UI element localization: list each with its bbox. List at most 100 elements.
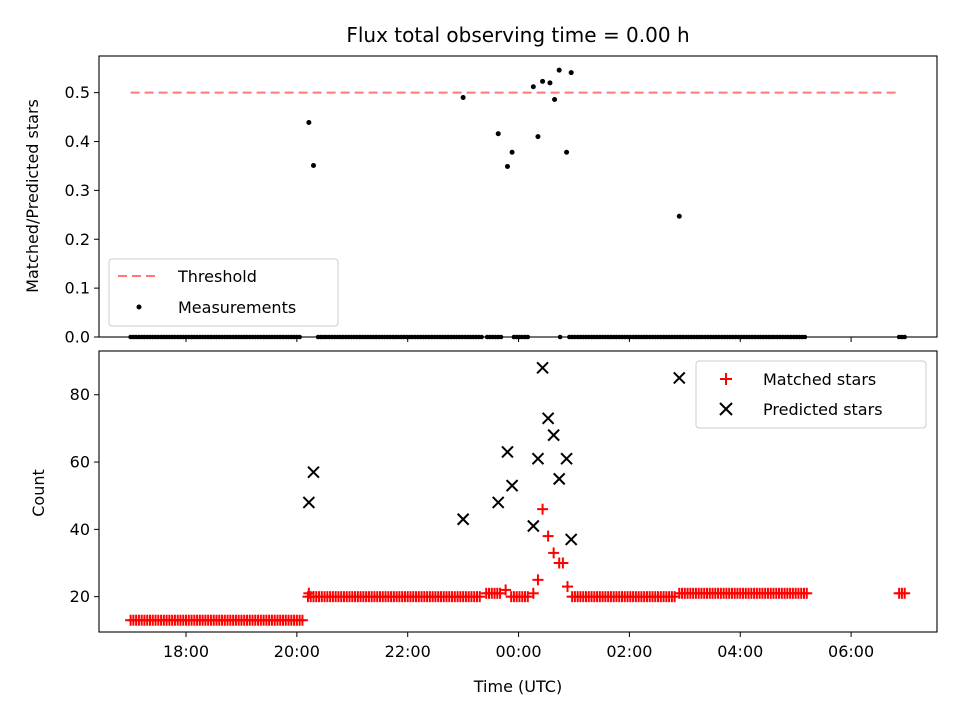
measurement-point (552, 96, 558, 102)
predicted-stroke-b (492, 496, 505, 509)
predicted-stroke-b (541, 412, 555, 425)
predicted-stroke-b (552, 472, 566, 486)
legend-threshold-label: Threshold (177, 267, 257, 286)
measurement-point (530, 84, 536, 90)
top-y-tick-label: 0.0 (65, 328, 90, 347)
bottom-plot: 20 40 60 80 18:00 20:00 22:00 00:00 02:00 04:00 06… (70, 350, 938, 661)
measurement-point (568, 70, 574, 76)
matched-point (548, 547, 560, 559)
measurement-point (498, 334, 504, 340)
predicted-stroke-b (564, 533, 578, 546)
measurement-point (504, 163, 510, 169)
x-tick-label: 02:00 (606, 642, 652, 661)
matched-point (307, 591, 319, 603)
predicted-stroke-b (505, 479, 519, 492)
measurement-point (306, 119, 312, 125)
measurement-point (540, 78, 546, 84)
top-legend-box (108, 258, 339, 327)
measurement-point (479, 334, 484, 340)
legend-predicted-label: Predicted stars (763, 400, 883, 419)
x-tick-label: 06:00 (828, 642, 874, 661)
top-y-axis-label: Matched/Predicted stars (23, 99, 42, 293)
predicted-stroke-b (673, 371, 686, 385)
predicted-stroke-b (307, 465, 320, 479)
matched-point (562, 581, 574, 593)
predicted-stroke-b (531, 452, 545, 465)
predicted-point (505, 479, 519, 492)
predicted-point (536, 361, 549, 375)
predicted-stroke-b (560, 452, 573, 465)
predicted-stroke-b (527, 519, 540, 533)
predicted-stroke-b (456, 513, 470, 526)
legend-measurements-swatch (136, 304, 142, 310)
top-y-tick-label: 0.3 (65, 181, 90, 200)
matched-point (542, 530, 554, 542)
predicted-point (501, 445, 514, 459)
bottom-y-tick-label: 80 (70, 385, 90, 404)
matched-point (494, 587, 506, 599)
measurement-point (556, 67, 562, 73)
matched-point (801, 587, 813, 599)
matched-point (296, 614, 308, 626)
top-legend: Threshold Measurements (108, 258, 339, 327)
predicted-point (541, 412, 555, 425)
measurement-point (564, 149, 570, 155)
x-tick-label: 18:00 (163, 642, 209, 661)
predicted-point (492, 496, 505, 509)
bottom-y-tick-label: 20 (70, 587, 90, 606)
measurement-point (547, 80, 553, 86)
measurement-point (297, 334, 302, 340)
legend-predicted-swatch (719, 402, 733, 416)
predicted-stroke-b (547, 428, 560, 442)
x-tick-label: 04:00 (717, 642, 763, 661)
matched-point (522, 591, 534, 603)
measurement-point (557, 334, 563, 340)
measurement-point (902, 334, 907, 340)
matched-point (532, 574, 544, 586)
bottom-legend: Matched stars Predicted stars (695, 360, 927, 429)
measurement-point (802, 334, 808, 340)
predicted-point (527, 519, 540, 533)
measurement-point (535, 134, 541, 140)
matched-point (527, 587, 539, 599)
predicted-point (302, 496, 316, 509)
bottom-y-tick-label: 40 (70, 520, 90, 539)
bottom-y-axis-label: Count (29, 469, 48, 517)
x-tick-label: 20:00 (274, 642, 320, 661)
measurement-point (495, 131, 501, 137)
bottom-axes-frame (98, 350, 938, 633)
top-y-tick-label: 0.2 (65, 230, 90, 249)
legend-matched-label: Matched stars (763, 370, 876, 389)
predicted-point (560, 452, 573, 465)
predicted-point (307, 465, 320, 479)
predicted-point (673, 371, 686, 385)
chart-title: Flux total observing time = 0.00 h (346, 23, 689, 47)
predicted-stroke-b (536, 361, 549, 375)
predicted-point (564, 533, 578, 546)
matched-point (537, 503, 549, 515)
legend-matched-swatch (720, 373, 732, 385)
bottom-y-tick-label: 60 (70, 453, 90, 472)
bottom-legend-box (695, 360, 927, 429)
predicted-point (547, 428, 560, 442)
x-tick-label: 22:00 (385, 642, 431, 661)
top-y-tick-label: 0.5 (65, 83, 90, 102)
predicted-point (531, 452, 545, 465)
top-plot: 0.0 0.1 0.2 0.3 0.4 0.5 (65, 55, 938, 347)
measurement-point (509, 149, 515, 155)
measurement-point (525, 334, 531, 340)
matched-point (899, 587, 911, 599)
matched-point (474, 591, 486, 603)
predicted-stroke-b (501, 445, 514, 459)
measurement-point (676, 213, 682, 219)
legend-measurements-label: Measurements (178, 298, 296, 317)
measurement-point (460, 95, 466, 101)
top-y-tick-label: 0.1 (65, 279, 90, 298)
x-axis-label: Time (UTC) (473, 677, 562, 696)
top-y-tick-label: 0.4 (65, 132, 90, 151)
predicted-point (456, 513, 470, 526)
matched-point (500, 584, 512, 596)
x-tick-label: 00:00 (495, 642, 541, 661)
matched-point (557, 557, 569, 569)
